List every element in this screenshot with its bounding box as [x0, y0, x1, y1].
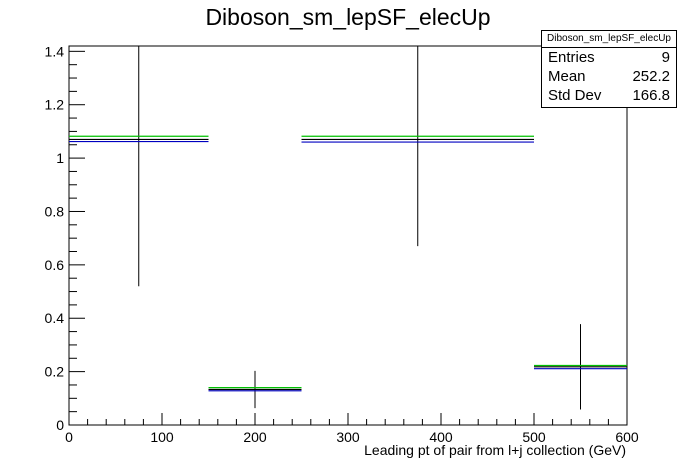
stats-box-title: Diboson_sm_lepSF_elecUp: [542, 31, 676, 48]
stats-row-stddev: Std Dev 166.8: [542, 86, 676, 105]
chart-title: Diboson_sm_lepSF_elecUp: [205, 4, 491, 30]
x-axis-label: Leading pt of pair from l+j collection (…: [364, 442, 626, 458]
x-tick-label: 300: [336, 429, 360, 445]
y-tick-label: 1.4: [45, 43, 65, 59]
y-tick-label: 0.2: [45, 364, 65, 380]
y-tick-label: 0.4: [45, 310, 65, 326]
stats-row-entries: Entries 9: [542, 48, 676, 67]
stats-stddev-value: 166.8: [632, 87, 670, 104]
stats-entries-value: 9: [661, 49, 670, 66]
x-tick-label: 500: [522, 429, 546, 445]
y-tick-label: 0.6: [45, 257, 65, 273]
x-tick-label: 600: [615, 429, 639, 445]
y-tick-label: 0.8: [45, 203, 65, 219]
stats-mean-label: Mean: [548, 68, 586, 85]
stats-mean-value: 252.2: [632, 68, 670, 85]
x-tick-label: 0: [65, 429, 73, 445]
y-tick-label: 1: [56, 150, 64, 166]
stats-row-mean: Mean 252.2: [542, 67, 676, 86]
stats-stddev-label: Std Dev: [548, 87, 602, 104]
x-tick-label: 200: [243, 429, 267, 445]
x-tick-label: 100: [150, 429, 174, 445]
stats-entries-label: Entries: [548, 49, 595, 66]
y-tick-label: 1.2: [45, 97, 65, 113]
x-tick-label: 400: [429, 429, 453, 445]
y-tick-label: 0: [56, 417, 64, 433]
stats-box: Diboson_sm_lepSF_elecUp Entries 9 Mean 2…: [541, 30, 677, 108]
